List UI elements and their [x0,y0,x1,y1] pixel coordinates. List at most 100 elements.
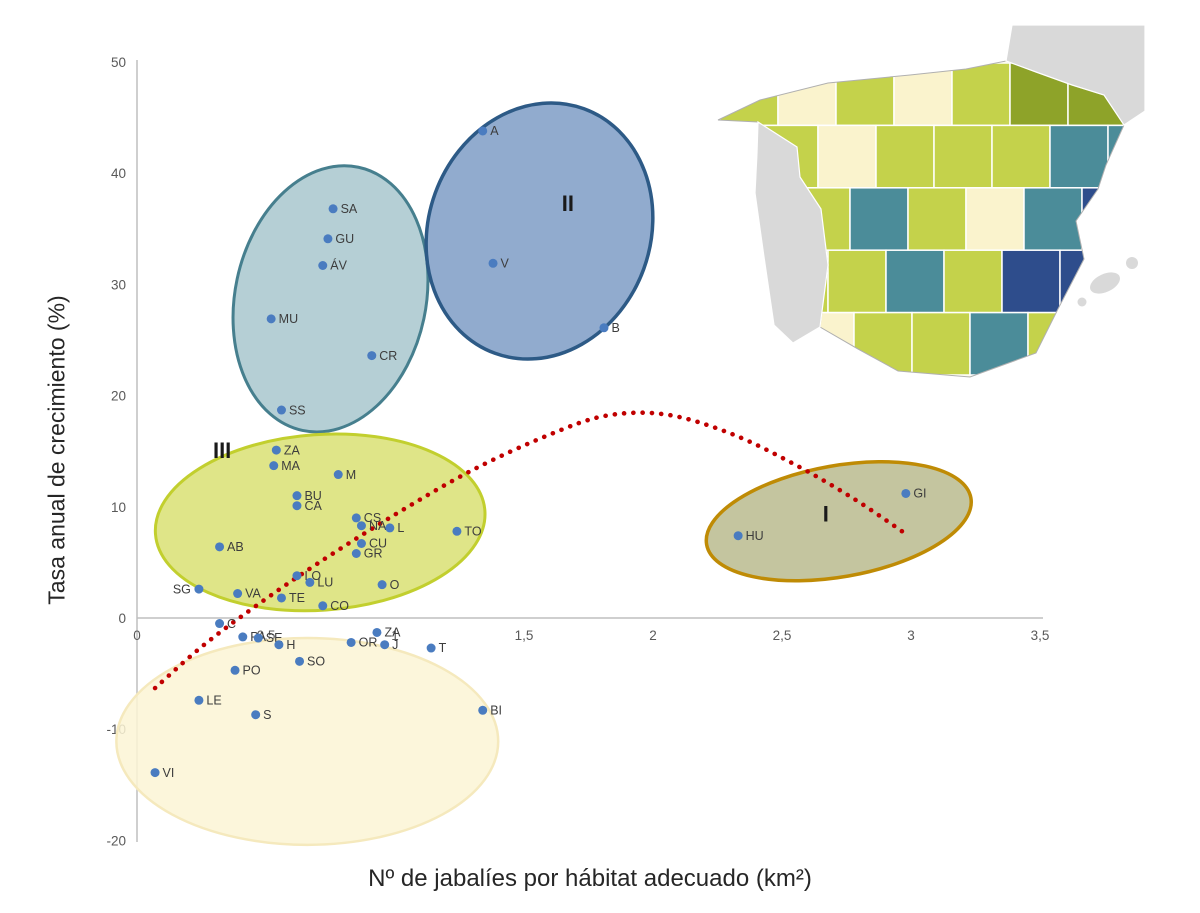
map-province-cell [969,311,1029,376]
data-point-OR [346,637,356,647]
data-point-ZA [271,445,281,455]
map-province-cell [907,187,967,251]
france-shape [1005,24,1146,126]
point-label-CA: CA [304,499,322,513]
x-tick-label: 3,5 [1031,628,1050,643]
map-province-cell [718,62,721,127]
point-label-PO: PO [243,663,261,677]
map-province-cell [893,62,953,127]
point-label-SO: SO [307,655,325,669]
data-point-H [274,640,284,650]
point-label-S: S [263,708,271,722]
map-province-cell [933,124,993,189]
data-point-TE [276,593,286,603]
map-province-cell [943,249,1003,314]
point-label-HU: HU [746,529,764,543]
map-province-cell [849,187,909,251]
point-label-BI: BI [490,703,502,717]
data-point-GR [351,549,361,559]
point-label-MA: MA [281,459,300,473]
data-point-NA [356,521,366,531]
menorca-island [1126,257,1138,269]
data-point-PA [238,632,248,642]
map-province-cell [875,124,935,189]
point-label-NA: NA [369,519,387,533]
data-point-CU [356,538,366,548]
y-tick-label: 40 [111,166,126,181]
data-point-VA [233,589,243,599]
map-province-cell [817,124,877,189]
map-province-cell [1085,311,1124,376]
data-point-SG [194,584,204,594]
portugal-shape [754,120,829,344]
data-point-CS [351,513,361,523]
ibiza-island [1077,297,1087,307]
x-tick-label: 0 [133,628,141,643]
point-label-SA: SA [341,202,358,216]
point-label-VI: VI [163,766,175,780]
data-point-LE [194,695,204,705]
map-province-cell [835,62,895,127]
point-label-VA: VA [245,587,261,601]
data-point-ÁV [318,260,328,270]
map-province-cell [1140,188,1198,250]
x-tick-label: 1,5 [515,628,534,643]
data-point-MU [266,314,276,324]
map-province-cell [1081,187,1124,251]
point-label-CR: CR [379,349,397,363]
data-point-O [377,580,387,590]
map-province-cell [827,249,887,314]
map-province-cell [719,62,779,127]
cluster-numeral-III: III [213,438,231,463]
point-label-ZA: ZA [284,443,301,457]
cluster-numeral-I: I [823,501,829,526]
point-label-LU: LU [317,576,333,590]
x-tick-label: 1 [391,628,399,643]
point-label-CO: CO [330,599,349,613]
data-point-SE [253,633,263,643]
data-point-TO [452,526,462,536]
point-label-ÁV: ÁV [330,258,347,273]
map-province-cell [951,62,1011,127]
x-tick-label: 2 [649,628,657,643]
point-label-M: M [346,468,356,482]
data-point-SS [276,405,286,415]
point-label-J: J [392,638,398,652]
x-tick-label: 2,5 [773,628,792,643]
map-province-cell [911,311,971,376]
map-province-cell [885,249,945,314]
point-label-H: H [286,638,295,652]
data-point-BU [292,491,302,501]
data-point-SA [328,204,338,214]
data-point-MA [269,461,279,471]
point-label-ZA: ZA [384,626,401,640]
data-point-SO [295,656,305,666]
point-label-A: A [490,124,499,138]
map-province-cell [1144,313,1200,375]
point-label-GI: GI [913,487,926,501]
data-point-M [333,470,343,480]
data-point-CO [318,601,328,611]
y-tick-label: 20 [111,389,126,404]
data-point-PO [230,665,240,675]
y-tick-label: 10 [111,500,126,515]
spain-provinces [718,61,1200,377]
map-province-cell [718,124,761,189]
point-label-CS: CS [364,511,381,525]
point-label-TO: TO [464,524,481,538]
data-point-ZA [372,627,382,637]
data-point-HU [733,531,743,541]
dotted-trend-curve [152,410,911,691]
map-province-cell [853,311,913,376]
data-point-CR [367,351,377,361]
cluster-ellipse-teal [231,164,430,434]
data-point-CA [292,501,302,511]
point-label-AB: AB [227,540,244,554]
data-point-LU [305,577,315,587]
data-point-BI [478,705,488,715]
data-point-B [599,323,609,333]
map-province-cell [718,249,771,314]
